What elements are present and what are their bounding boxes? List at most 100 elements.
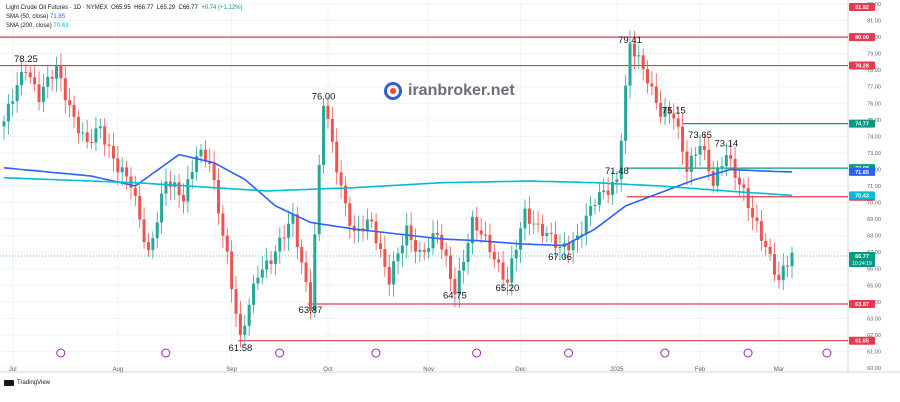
sma50-value: 71.85 [50,14,66,20]
tradingview-brand: TradingView [17,380,51,386]
event-marker-icon [822,348,832,358]
candle-body [217,180,221,214]
candle-body [619,140,623,180]
candle-body [374,221,378,244]
candle-body [422,249,426,252]
candle-body [457,270,461,295]
candle-body [470,217,474,244]
price-annotation: 79.41 [618,35,642,46]
candle-body [737,177,741,185]
candle-body [221,213,225,236]
candle-body [6,103,10,122]
low-label: L [156,5,161,11]
y-tick-label: 78.00 [867,68,881,74]
candle-body [11,101,15,104]
level-tag [849,119,875,128]
level-tag [849,33,875,42]
candle-body [484,234,488,236]
candle-body [759,221,763,241]
sma50-label: SMA (50, close) [6,14,49,20]
candle-body [247,304,251,326]
candle-body [133,187,137,196]
level-tag-label: 63.87 [855,302,869,308]
candle-body [68,100,72,105]
candle-body [488,234,492,252]
candle-body [120,167,124,173]
y-tick-label: 60.00 [867,366,881,372]
level-tag [849,61,875,70]
event-marker-icon [56,348,66,358]
y-tick-label: 77.00 [867,85,881,91]
event-marker-icon [472,348,482,358]
x-tick-label: Oct [323,367,333,373]
candle-body [751,208,755,218]
candle-body [672,113,676,119]
candle-body [545,233,549,236]
tradingview-footer[interactable]: TradingView [4,380,50,386]
candle-body [650,83,654,87]
candle-body [260,269,264,278]
candle-body [155,222,159,239]
price-annotation: 73.65 [688,130,712,141]
event-marker-icon [743,348,753,358]
candle-body [453,279,457,295]
candle-body [462,262,466,271]
x-tick-label: Jul [9,367,17,373]
candle-body [790,252,794,267]
x-tick-label: Dec [515,367,526,373]
candle-body [571,239,575,251]
candle-body [33,77,37,85]
watermark-text: iranbroker.net [408,82,515,99]
candle-body [339,172,343,186]
candle-body [37,84,41,102]
y-tick-label: 66.00 [867,267,881,273]
price-tag-label: 66.77 [855,254,869,260]
legend-sma200-row[interactable]: SMA (200, close) 70.43 [6,22,243,31]
high-label: H [134,5,139,11]
legend-symbol-row: Light Crude Oil Futures · 1D · NYMEX O65… [6,4,243,13]
candle-body [85,132,89,142]
candle-body [768,246,772,255]
candle-body [317,164,321,235]
candle-body [549,233,553,235]
symbol-title[interactable]: Light Crude Oil Futures · 1D · NYMEX [6,5,108,11]
candle-body [90,141,94,143]
y-tick-label: 73.00 [867,151,881,157]
candle-body [234,289,238,314]
candle-body [41,86,45,102]
candle-body [746,187,750,209]
candle-body [418,249,422,252]
candle-body [519,228,523,250]
candle-body [440,234,444,250]
candle-body [291,214,295,224]
chart-legend: Light Crude Oil Futures · 1D · NYMEX O65… [6,4,243,31]
y-tick-label: 79.00 [867,52,881,58]
candle-body [606,190,610,195]
candle-body [111,145,115,159]
candle-body [160,193,164,223]
candle-body [628,43,632,86]
candle-body [396,253,400,262]
candle-body [138,195,142,220]
candle-body [497,259,501,263]
candle-body [772,254,776,275]
watermark: iranbroker.net [384,82,515,100]
candle-body [378,243,382,249]
price-annotation: 65.20 [496,283,520,294]
y-tick-label: 65.00 [867,283,881,289]
candle-body [729,155,733,159]
legend-sma50-row[interactable]: SMA (50, close) 71.85 [6,13,243,22]
candle-body [716,167,720,186]
price-annotation: 78.25 [14,54,38,65]
candle-body [641,55,645,70]
candle-body [94,128,98,143]
candle-body [203,149,207,161]
level-tag [849,299,875,308]
candle-body [348,203,352,226]
candle-body [146,242,150,251]
candle-body [777,274,781,281]
candle-body [365,219,369,232]
candle-body [304,262,308,283]
candle-body [435,233,439,235]
